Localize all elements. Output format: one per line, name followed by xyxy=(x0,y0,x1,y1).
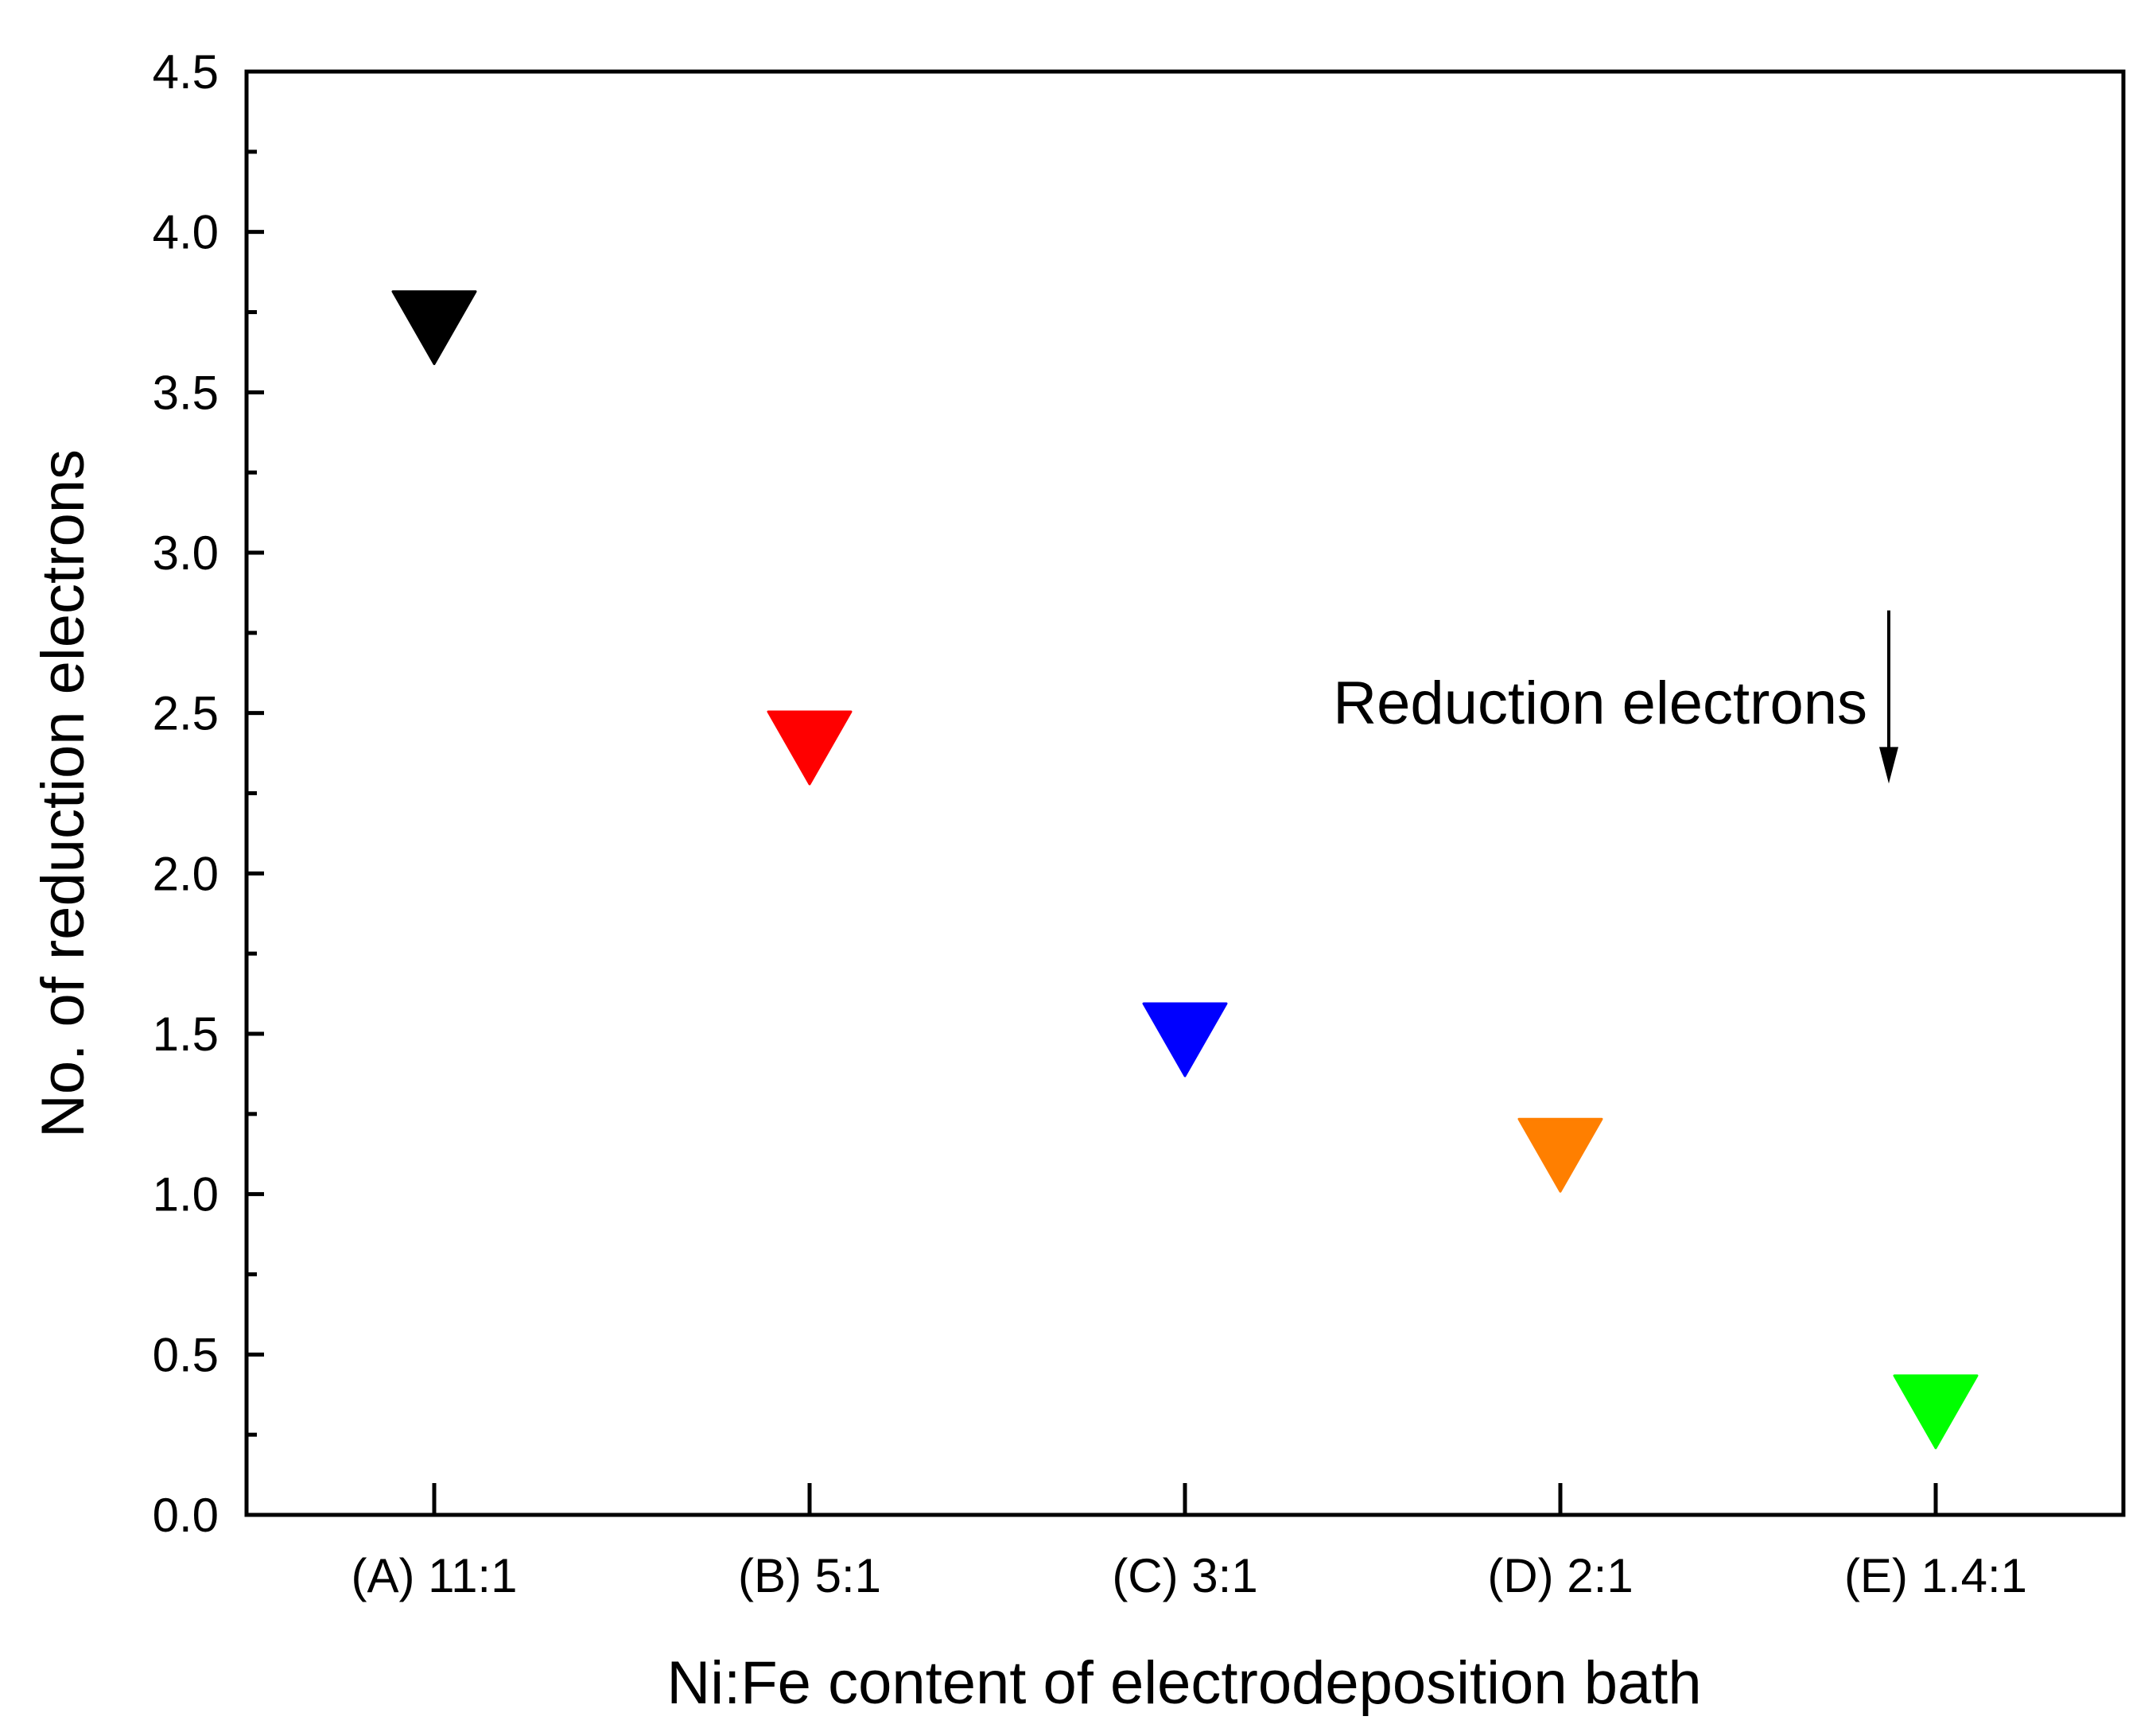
plot-frame xyxy=(244,69,2126,1517)
x-tick-label: (E) 1.4:1 xyxy=(1844,1549,2027,1602)
x-axis-title: Ni:Fe content of electrodeposition bath xyxy=(666,1649,1701,1717)
annotation: Reduction electrons xyxy=(1333,610,1898,784)
data-point xyxy=(767,710,853,786)
y-axis-title: No. of reduction electrons xyxy=(29,449,97,1138)
y-tick-label: 3.5 xyxy=(153,366,219,419)
x-tick-label: (A) 11:1 xyxy=(352,1549,518,1602)
data-point xyxy=(391,290,477,366)
y-tick-label: 0.0 xyxy=(153,1489,219,1542)
x-tick-label: (D) 2:1 xyxy=(1487,1549,1633,1602)
annotation-arrow-head xyxy=(1879,747,1898,784)
x-tick-label: (C) 3:1 xyxy=(1112,1549,1257,1602)
data-points xyxy=(391,290,1979,1450)
y-tick-label: 4.0 xyxy=(153,206,219,259)
data-point xyxy=(1893,1374,1979,1450)
y-tick-label: 2.0 xyxy=(153,847,219,900)
y-tick-label: 0.5 xyxy=(153,1328,219,1381)
y-tick-label: 1.5 xyxy=(153,1008,219,1061)
annotation-text: Reduction electrons xyxy=(1333,670,1867,737)
x-axis-ticks: (A) 11:1 (B) 5:1 (C) 3:1 (D) 2:1 (E) 1.4:1 xyxy=(352,1483,2027,1602)
y-tick-label: 1.0 xyxy=(153,1168,219,1221)
x-tick-label: (B) 5:1 xyxy=(738,1549,881,1602)
y-tick-label: 3.0 xyxy=(153,526,219,580)
y-axis-ticks: 0.0 0.5 1.0 1.5 2.0 2.5 3.0 3.5 4.0 4.5 xyxy=(153,45,264,1542)
y-tick-label: 4.5 xyxy=(153,45,219,99)
data-point xyxy=(1142,1002,1228,1078)
data-point xyxy=(1517,1117,1603,1193)
y-tick-label: 2.5 xyxy=(153,687,219,740)
